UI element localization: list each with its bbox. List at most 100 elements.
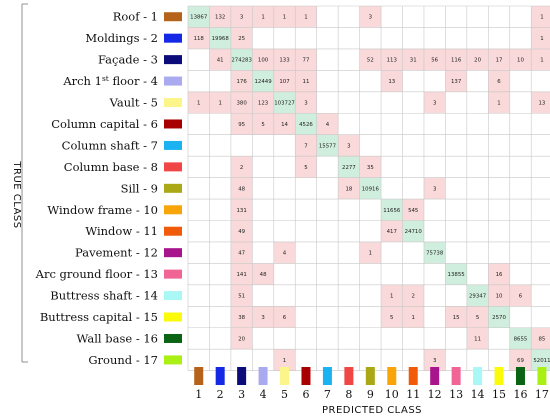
cell-value-r17-c5: 1 (283, 358, 286, 364)
cell-r2-c1 (188, 27, 210, 49)
column-swatch (494, 367, 504, 385)
cell-r4-c5 (273, 70, 296, 92)
cell-r11-c3 (230, 220, 253, 242)
cell-value-r5-c17: 13 (538, 101, 545, 107)
cell-r3-c16 (509, 48, 532, 71)
cell-value-r16-c17: 85 (538, 336, 545, 342)
cell-r3-c13 (445, 48, 467, 71)
cell-value-r5-c15: 1 (497, 101, 500, 107)
cell-r14-c11 (402, 284, 424, 307)
cell-r6-c4 (252, 113, 274, 135)
row-swatch (164, 183, 182, 193)
row-swatch (164, 140, 182, 150)
cell-r1-c4 (252, 6, 274, 28)
row-label: Column capital - 6 (51, 117, 158, 131)
column-label: 1 (195, 388, 202, 401)
cell-r13-c13 (445, 263, 467, 285)
cell-r4-c4 (252, 70, 274, 92)
cell-r17-c17 (531, 349, 550, 371)
cell-r5-c4 (252, 91, 274, 114)
column-swatch (237, 367, 247, 385)
row-swatch (164, 119, 182, 129)
cell-r4-c10 (381, 70, 403, 92)
cell-r12-c3 (230, 241, 253, 264)
cell-value-r7-c6: 7 (304, 143, 307, 149)
row-swatch (164, 333, 182, 343)
cell-r5-c12 (423, 91, 446, 114)
cell-value-r9-c3: 48 (238, 186, 245, 192)
row-swatch (164, 269, 182, 279)
column-swatch (387, 367, 397, 385)
cell-value-r1-c3: 3 (240, 15, 243, 21)
cell-r14-c10 (381, 284, 403, 307)
cell-r14-c15 (488, 284, 510, 307)
cell-r1-c3 (230, 6, 253, 28)
cell-value-r4-c4: 12449 (254, 79, 272, 85)
cell-r3-c14 (466, 48, 489, 71)
cell-r12-c5 (273, 241, 296, 264)
cell-value-r6-c6: 4526 (299, 122, 313, 128)
column-label: 17 (535, 388, 549, 401)
cell-r5-c3 (230, 91, 253, 114)
cell-value-r17-c17: 52011 (533, 358, 550, 364)
cell-value-r3-c15: 17 (496, 58, 503, 64)
cell-r11-c11 (402, 220, 424, 242)
row-swatch (164, 248, 182, 258)
cell-r4-c13 (445, 70, 467, 92)
cell-r4-c6 (295, 70, 317, 92)
cell-r15-c11 (402, 306, 424, 328)
column-swatch (451, 367, 461, 385)
column-swatch (215, 367, 225, 385)
cell-value-r13-c13: 13855 (448, 272, 465, 278)
cell-r5-c5 (273, 91, 296, 114)
cell-r2-c2 (209, 27, 231, 49)
cell-r12-c12 (423, 241, 446, 264)
cell-r8-c8 (338, 156, 360, 178)
row-swatch (164, 76, 182, 86)
cell-value-r3-c12: 56 (431, 58, 438, 64)
column-swatches (194, 367, 547, 385)
cell-value-r12-c5: 4 (283, 251, 287, 257)
cell-value-r7-c8: 3 (347, 143, 350, 149)
cell-value-r6-c4: 5 (261, 122, 264, 128)
cell-r15-c3 (230, 306, 253, 328)
column-label: 6 (302, 388, 309, 401)
cell-value-r14-c3: 51 (238, 294, 245, 300)
cell-value-r4-c13: 137 (451, 79, 461, 85)
column-label: 11 (406, 388, 420, 401)
cell-r5-c15 (488, 91, 510, 114)
row-swatch (164, 162, 182, 172)
true-class-bracket (21, 3, 28, 363)
cell-value-r1-c2: 132 (215, 15, 225, 21)
cell-value-r7-c7: 15577 (319, 143, 336, 149)
row-swatch (164, 55, 182, 65)
cell-r8-c3 (230, 156, 253, 178)
cell-r3-c6 (295, 48, 317, 71)
column-swatch (258, 367, 268, 385)
cell-r17-c5 (273, 349, 296, 371)
cell-value-r1-c5: 1 (283, 15, 286, 21)
row-label: Vault - 5 (109, 96, 158, 110)
cell-value-r3-c11: 31 (410, 58, 417, 64)
cell-r2-c17 (531, 27, 550, 49)
column-swatch (408, 367, 418, 385)
cell-value-r15-c15: 2570 (492, 315, 506, 321)
cell-value-r12-c9: 1 (369, 251, 372, 257)
cell-r3-c5 (273, 48, 296, 71)
cell-value-r2-c3: 25 (238, 36, 245, 42)
row-label: Sill - 9 (121, 181, 158, 195)
cell-r5-c2 (209, 91, 231, 114)
column-swatch (473, 367, 483, 385)
cell-value-r11-c3: 49 (238, 229, 245, 235)
column-label: 4 (260, 388, 267, 401)
cell-value-r14-c11: 2 (412, 294, 415, 300)
cell-r17-c12 (423, 349, 446, 371)
cell-r15-c15 (488, 306, 510, 328)
cell-value-r4-c10: 13 (388, 79, 395, 85)
cell-value-r6-c5: 14 (281, 122, 288, 128)
cell-value-r1-c4: 1 (261, 15, 264, 21)
row-label: Pavement - 12 (75, 246, 158, 260)
row-label: Buttress shaft - 14 (50, 289, 158, 303)
